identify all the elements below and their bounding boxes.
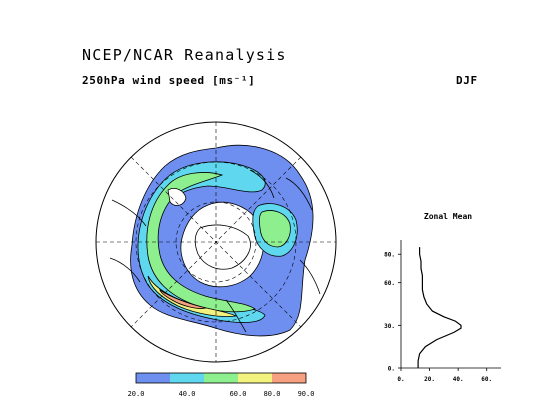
zonal-mean-profile-line — [417, 247, 462, 368]
map-title: NCEP/NCAR Reanalysis — [82, 46, 287, 64]
wind-region-90 — [159, 289, 207, 309]
season-label: DJF — [456, 74, 478, 87]
zonal-y-tick-label: 0. — [388, 366, 395, 373]
zonal-x-tick-label: 40. — [453, 376, 464, 383]
wind-region-60 — [146, 172, 256, 313]
wind-region-60-east — [259, 210, 291, 248]
colorbar-swatch — [204, 373, 238, 383]
map-subtitle: 250hPa wind speed [ms⁻¹] — [82, 74, 256, 87]
zonal-y-tick-label: 80. — [384, 252, 395, 259]
map-boundary — [95, 121, 337, 363]
colorbar-tick: 60.0 — [230, 390, 247, 398]
colorbar-tick: 20.0 — [128, 390, 145, 398]
zonal-x-tick-label: 60. — [481, 376, 492, 383]
zonal-y-tick-label: 60. — [384, 280, 395, 287]
colorbar-swatch — [272, 373, 306, 383]
colorbar-tick: 90.0 — [298, 390, 315, 398]
colorbar-swatch — [238, 373, 272, 383]
zonal-x-tick-label: 0. — [397, 376, 404, 383]
colorbar-swatch — [170, 373, 204, 383]
zonal-y-tick-label: 30. — [384, 323, 395, 330]
colorbar-frame — [135, 372, 307, 384]
colorbar-tick: 80.0 — [264, 390, 281, 398]
zonal-mean-panel: Zonal Mean 0. 30. 60. 80. 0. 20. 40. 60. — [384, 212, 501, 383]
polar-map — [95, 121, 337, 363]
zonal-x-tick-label: 20. — [424, 376, 435, 383]
graticule — [96, 122, 336, 362]
zonal-mean-title: Zonal Mean — [424, 212, 472, 221]
coastlines — [109, 169, 321, 333]
colorbar: 20.0 40.0 60.0 80.0 90.0 — [128, 372, 315, 398]
colorbar-tick: 40.0 — [179, 390, 196, 398]
colorbar-swatch — [136, 373, 170, 383]
